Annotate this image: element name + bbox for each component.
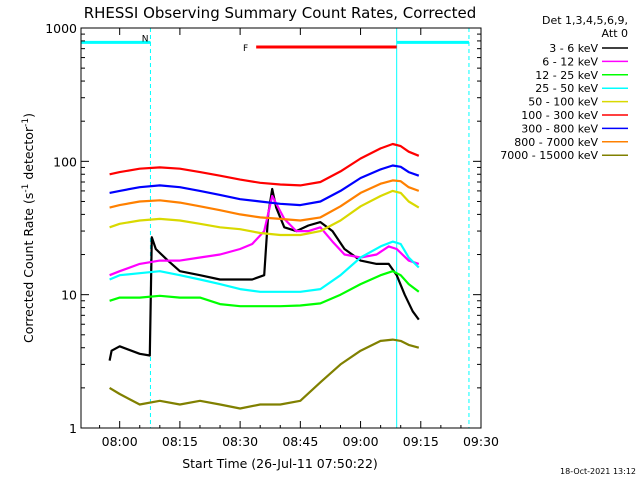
series-line-25-50-kev bbox=[109, 240, 420, 293]
series-line-300-800-kev bbox=[109, 164, 420, 207]
vertical-markers bbox=[80, 28, 470, 428]
x-tick-label-5: 09:15 bbox=[403, 434, 439, 449]
y-axis-label: Corrected Count Rate (s-1 detector-1) bbox=[21, 113, 36, 343]
y-axis-label-sup1: -1 bbox=[21, 184, 31, 193]
series-line-3-6-kev bbox=[108, 187, 420, 361]
series-line-7000-15000-kev bbox=[109, 338, 420, 410]
y-axis-label-sup2: -1 bbox=[21, 118, 31, 127]
x-tick-label-6: 09:30 bbox=[463, 434, 499, 449]
y-axis-label-main: Corrected Count Rate (s bbox=[21, 193, 36, 343]
legend-label-0: 3 - 6 keV bbox=[549, 42, 598, 55]
state-bar-label-2: F bbox=[243, 44, 248, 54]
legend-label-1: 6 - 12 keV bbox=[542, 55, 598, 68]
spacecraft-state-bars: NF bbox=[81, 34, 469, 54]
x-axis-label: Start Time (26-Jul-11 07:50:22) bbox=[182, 456, 378, 471]
state-bar-label-0: N bbox=[142, 34, 149, 44]
y-axis-label-mid: detector bbox=[21, 126, 36, 184]
legend-label-3: 25 - 50 keV bbox=[535, 82, 598, 95]
x-tick-label-0: 08:00 bbox=[102, 434, 138, 449]
y-tick-label-3: 1000 bbox=[45, 21, 77, 36]
series-line-12-25-kev bbox=[109, 270, 420, 308]
series-line-100-300-kev bbox=[109, 142, 420, 187]
series-line-50-100-kev bbox=[109, 189, 420, 237]
y-tick-label-1: 10 bbox=[61, 288, 77, 303]
y-axis-label-end: ) bbox=[21, 113, 36, 118]
series-line-800-7000-kev bbox=[109, 179, 420, 222]
legend-label-5: 100 - 300 keV bbox=[521, 109, 598, 122]
chart-title: RHESSI Observing Summary Count Rates, Co… bbox=[84, 4, 477, 22]
y-tick-label-0: 1 bbox=[69, 421, 77, 436]
legend-label-8: 7000 - 15000 keV bbox=[500, 149, 598, 162]
x-tick-label-1: 08:15 bbox=[162, 434, 198, 449]
legend-label-4: 50 - 100 keV bbox=[528, 96, 598, 109]
x-tick-label-3: 08:45 bbox=[282, 434, 318, 449]
legend-label-6: 300 - 800 keV bbox=[521, 122, 598, 135]
legend-header-detectors: Det 1,3,4,5,6,9, bbox=[542, 14, 628, 27]
y-axis: 1 10 100 1000 bbox=[45, 21, 481, 436]
y-tick-label-2: 100 bbox=[53, 154, 77, 169]
legend-label-2: 12 - 25 keV bbox=[535, 69, 598, 82]
series-group bbox=[108, 142, 420, 410]
legend-header-attenuator: Att 0 bbox=[602, 27, 628, 40]
x-axis: 08:00 08:15 08:30 08:45 09:00 09:15 09:30 bbox=[99, 28, 499, 449]
x-tick-label-4: 09:00 bbox=[343, 434, 379, 449]
plot-frame bbox=[80, 27, 482, 429]
x-tick-label-2: 08:30 bbox=[222, 434, 258, 449]
legend-label-7: 800 - 7000 keV bbox=[514, 136, 598, 149]
generation-timestamp: 18-Oct-2021 13:12 bbox=[560, 467, 636, 476]
